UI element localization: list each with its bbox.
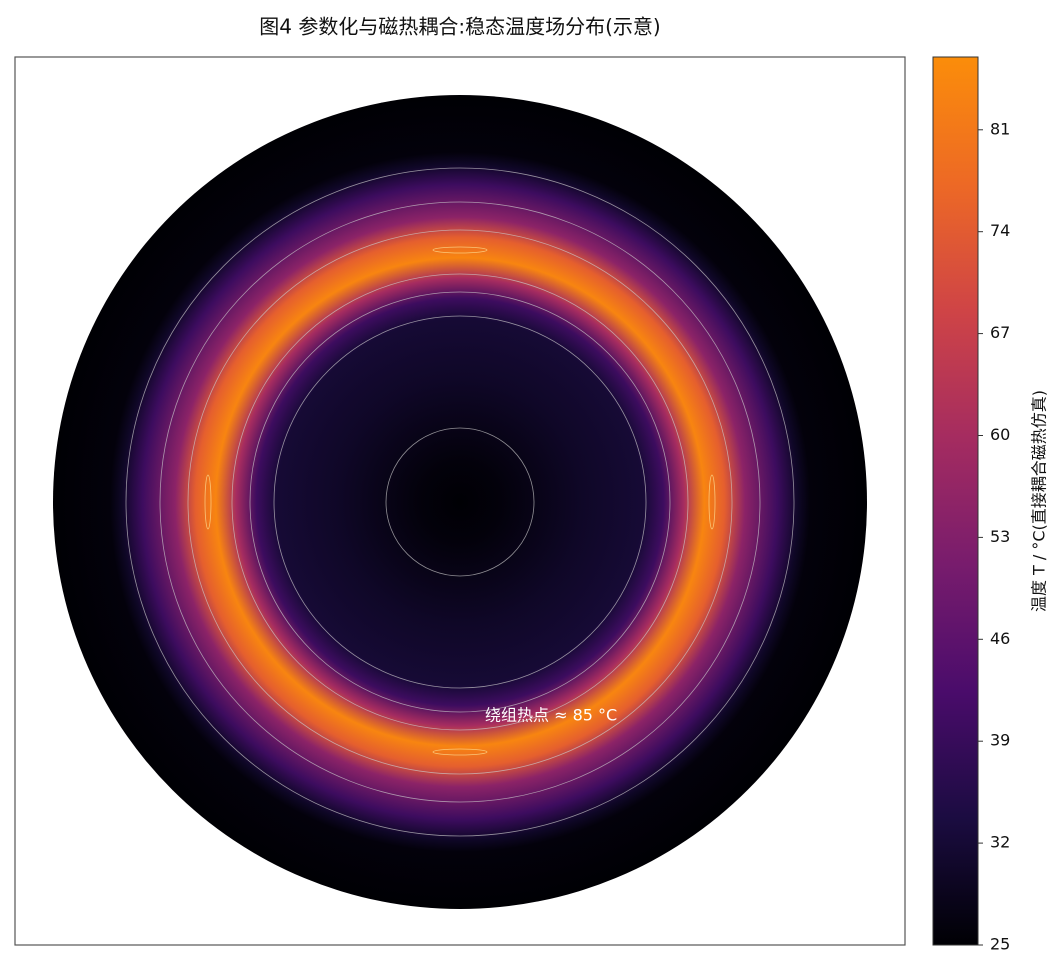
field [53,95,867,909]
colorbar-tick-label: 25 [990,935,1010,954]
colorbar-tick-label: 74 [990,221,1010,240]
colorbar: 25 32 39 46 53 60 67 74 81 [932,56,1010,954]
colorbar-tick-label: 39 [990,731,1010,750]
chart-title: 图4 参数化与磁热耦合:稳态温度场分布(示意) [259,15,660,39]
colorbar-tick-label: 60 [990,425,1010,444]
colorbar-tick-label: 81 [990,119,1010,138]
colorbar-tick-label: 32 [990,833,1010,852]
colorbar-scale [932,56,979,946]
contour-lines [125,167,795,837]
colorbar-label: 温度 T / °C(直接耦合磁热仿真) [1030,390,1049,612]
colorbar-tick-label: 67 [990,323,1010,342]
temperature-field [53,95,867,909]
annotation: 绕组热点 ≈ 85 °C [485,706,617,725]
colorbar-tick-label: 53 [990,527,1010,546]
colorbar-tick-label: 46 [990,629,1010,648]
